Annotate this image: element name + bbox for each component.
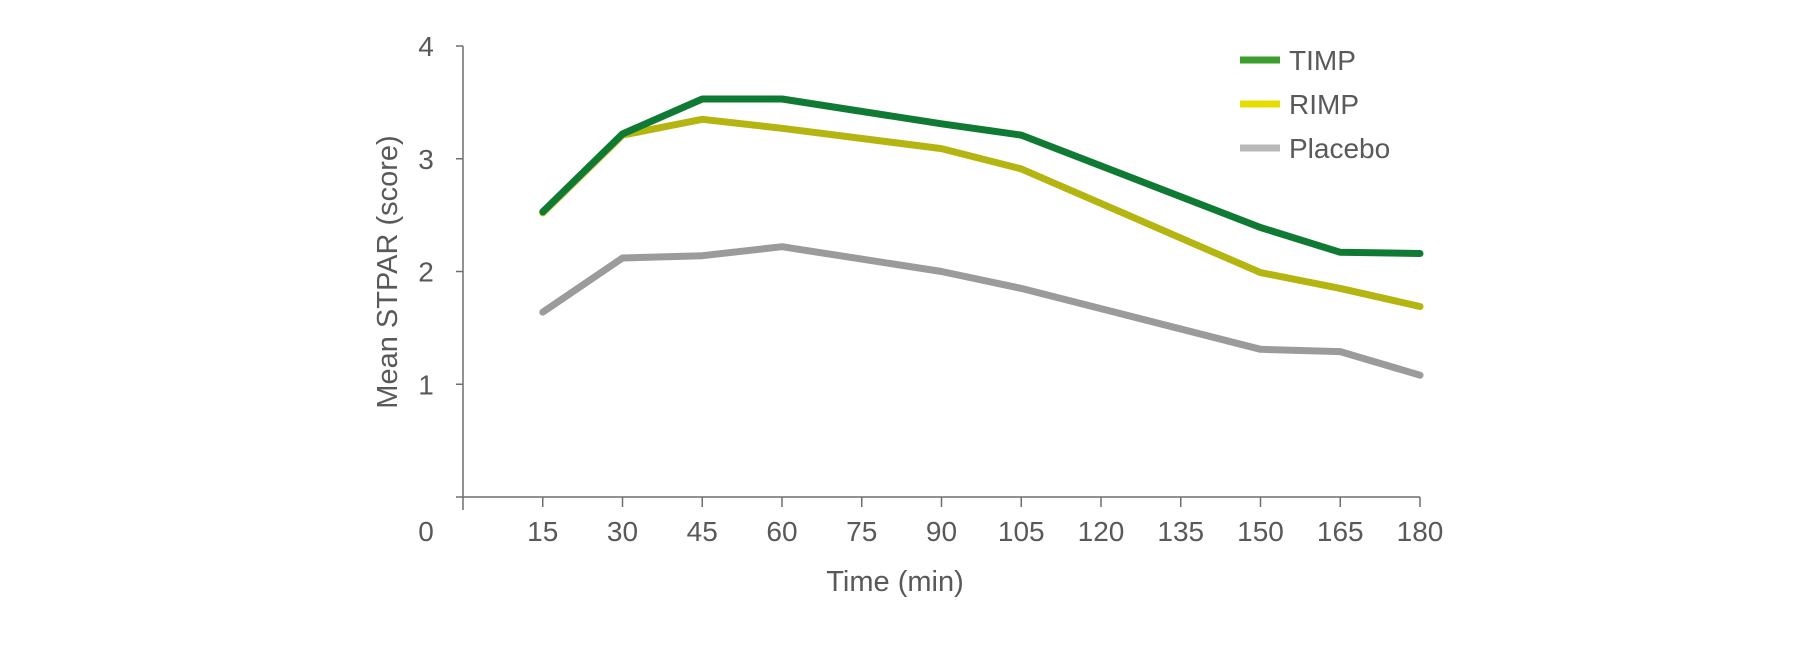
y-tick-label: 4 <box>418 31 434 62</box>
x-axis-label: Time (min) <box>826 566 963 598</box>
x-tick-label: 90 <box>926 516 957 547</box>
x-tick-label: 165 <box>1317 516 1364 547</box>
x-tick-label: 120 <box>1078 516 1125 547</box>
x-tick-label: 15 <box>527 516 558 547</box>
y-tick-label: 1 <box>418 369 434 400</box>
x-tick-label: 45 <box>687 516 718 547</box>
y-tick-label: 2 <box>418 257 434 288</box>
x-tick-label: 60 <box>766 516 797 547</box>
chart-ticks: 1 2 3 4 15 30 45 60 75 90 105 120 135 150 165 180 <box>418 31 1443 547</box>
x-tick-label: 150 <box>1237 516 1284 547</box>
series-line-timp <box>539 95 1424 257</box>
x-tick-label: 30 <box>607 516 638 547</box>
legend-label-placebo: Placebo <box>1289 133 1390 164</box>
series-line-placebo <box>539 243 1424 379</box>
x-tick-label: 180 <box>1397 516 1444 547</box>
legend-label-rimp: RIMP <box>1289 89 1359 120</box>
y-tick-label: 3 <box>418 144 434 175</box>
y-axis-label: Mean STPAR (score) <box>372 135 404 408</box>
origin-tick-label: 0 <box>418 516 434 547</box>
x-tick-label: 105 <box>998 516 1045 547</box>
x-tick-label: 75 <box>846 516 877 547</box>
chart-series-lines <box>539 95 1424 379</box>
chart-legend: TIMP RIMP Placebo <box>1240 45 1390 164</box>
legend-label-timp: TIMP <box>1289 45 1356 76</box>
x-tick-label: 135 <box>1157 516 1204 547</box>
series-line-rimp <box>539 115 1424 310</box>
